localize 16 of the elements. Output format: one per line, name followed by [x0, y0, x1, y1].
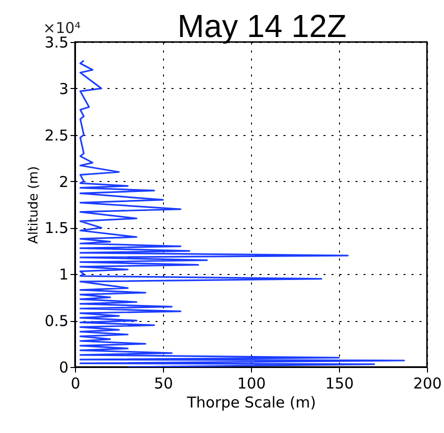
chart-title: May 14 12Z [178, 8, 346, 44]
y-tick-label: 2.5 [44, 126, 68, 144]
y-tick-label: 1 [58, 266, 68, 284]
x-axis-title: Thorpe Scale (m) [186, 394, 316, 412]
line-series [79, 60, 405, 367]
y-tick-label: 0 [58, 358, 68, 376]
y-tick-label: 3 [58, 80, 68, 98]
x-tick-label: 150 [325, 374, 354, 392]
y-tick-label: 2 [58, 172, 68, 191]
x-tick-label: 50 [154, 374, 174, 392]
y-tick-label: 1.5 [44, 219, 68, 238]
x-tick-label: 100 [237, 374, 266, 392]
y-tick-label: 0.5 [44, 312, 68, 330]
x-tick-label: 0 [70, 374, 80, 392]
x-tick-label: 200 [413, 374, 442, 392]
y-axis-title: Altitude (m) [26, 166, 42, 244]
